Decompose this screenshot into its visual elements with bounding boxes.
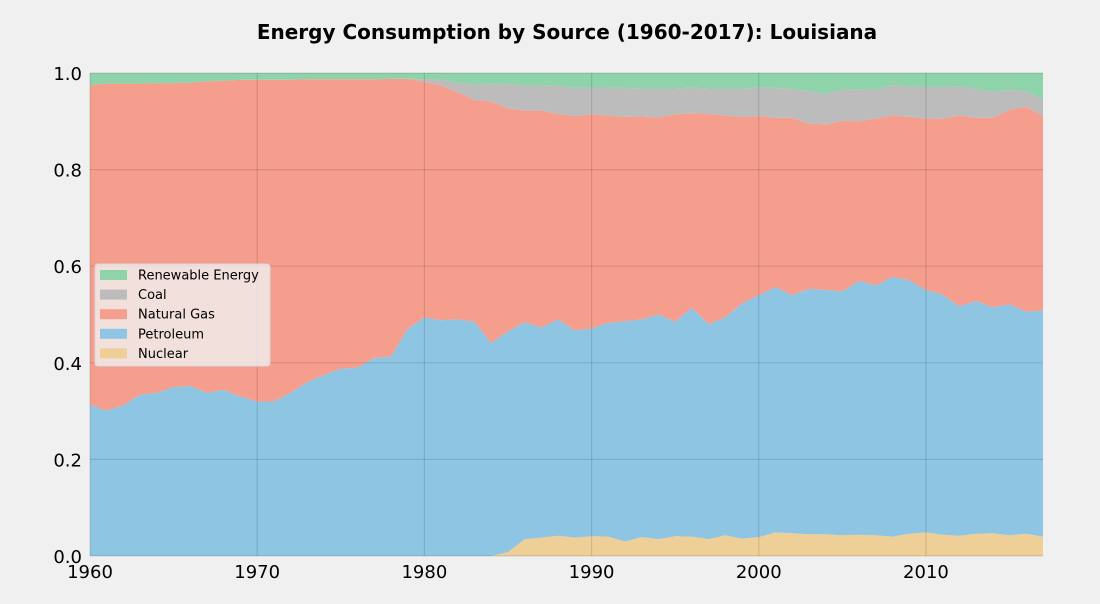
x-tick-label: 1960 — [67, 562, 113, 583]
x-tick-label: 2010 — [903, 562, 949, 583]
y-tick-label: 0.6 — [53, 257, 82, 278]
y-tick-label: 0.2 — [53, 450, 82, 471]
legend-label-renewable-energy: Renewable Energy — [138, 269, 259, 284]
y-tick-label: 0.0 — [53, 547, 82, 568]
legend-swatch-renewable-energy — [100, 270, 127, 280]
legend-swatch-natural-gas — [100, 309, 127, 320]
legend-swatch-coal — [100, 289, 127, 300]
area-petroleum — [90, 276, 1043, 556]
areas-layer — [90, 73, 1043, 556]
area-natural-gas — [90, 78, 1043, 411]
x-tick-label: 1980 — [401, 562, 447, 583]
legend-swatch-petroleum — [100, 328, 127, 339]
area-coal — [90, 78, 1043, 125]
y-tick-label: 0.8 — [53, 161, 82, 182]
legend: Renewable Energy Coal Natural Gas Petroleum… — [94, 263, 271, 367]
legend-label-coal: Coal — [138, 288, 167, 303]
x-tick-label: 1970 — [234, 562, 280, 583]
chart-title: Energy Consumption by Source (1960-2017)… — [257, 20, 877, 44]
grid-layer — [89, 72, 1043, 557]
area-nuclear — [90, 532, 1043, 556]
y-tick-label: 1.0 — [53, 64, 82, 85]
legend-swatch-nuclear — [100, 348, 127, 359]
legend-label-nuclear: Nuclear — [138, 347, 189, 362]
x-tick-label: 1990 — [569, 562, 615, 583]
legend-box — [94, 263, 271, 367]
y-tick-label: 0.4 — [53, 354, 82, 375]
x-tick-label: 2000 — [736, 562, 782, 583]
legend-label-natural-gas: Natural Gas — [138, 308, 215, 323]
ticks-layer: 1960 1970 1980 1990 2000 2010 0.0 0.2 0.4 0.6 0.8 1… — [53, 64, 949, 583]
legend-label-petroleum: Petroleum — [138, 327, 204, 342]
area-renewable-energy — [90, 73, 1043, 100]
